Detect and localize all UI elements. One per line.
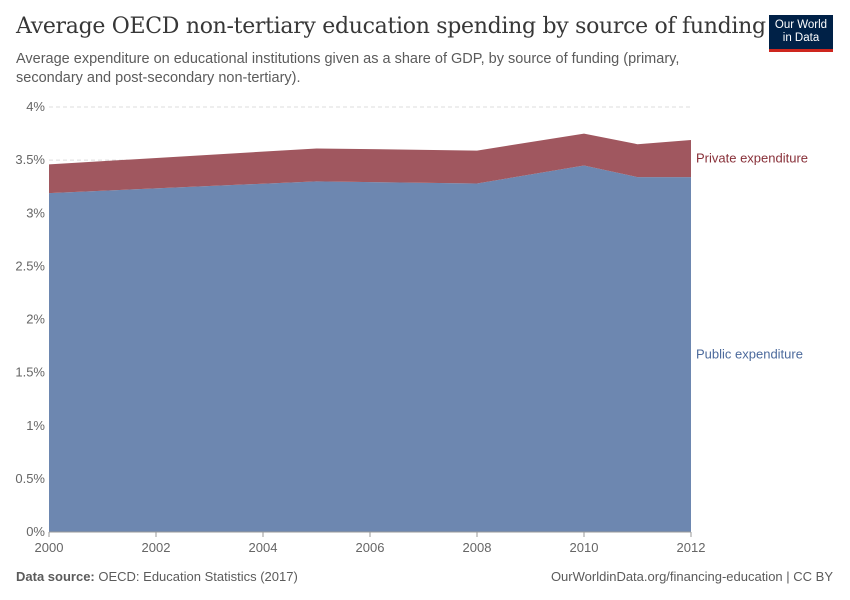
x-tick-label: 2008 bbox=[463, 540, 492, 555]
x-tick-label: 2004 bbox=[249, 540, 278, 555]
y-tick-label: 1% bbox=[26, 418, 45, 433]
y-tick-label: 4% bbox=[26, 99, 45, 114]
x-tick-label: 2000 bbox=[35, 540, 64, 555]
y-tick-label: 2% bbox=[26, 312, 45, 327]
y-tick-label: 0% bbox=[26, 524, 45, 539]
source-label: Data source: bbox=[16, 569, 95, 584]
area-public-expenditure[interactable] bbox=[49, 165, 691, 532]
y-tick-label: 3.5% bbox=[15, 152, 45, 167]
source-text[interactable]: OECD: Education Statistics (2017) bbox=[98, 569, 298, 584]
x-tick-label: 2010 bbox=[570, 540, 599, 555]
x-tick-label: 2002 bbox=[142, 540, 171, 555]
source-url[interactable]: OurWorldinData.org/financing-education |… bbox=[550, 569, 833, 584]
area-private-expenditure[interactable] bbox=[49, 133, 691, 194]
legend-label: Private expenditure bbox=[696, 151, 808, 166]
chart-subtitle: Average expenditure on educational insti… bbox=[16, 51, 680, 86]
x-tick-label: 2006 bbox=[356, 540, 385, 555]
x-tick-label: 2012 bbox=[677, 540, 706, 555]
chart-title: Average OECD non-tertiary education spen… bbox=[16, 14, 766, 39]
y-tick-label: 2.5% bbox=[15, 258, 45, 273]
owid-logo[interactable]: Our World in Data bbox=[769, 15, 833, 52]
data-source: Data source: OECD: Education Statistics … bbox=[16, 569, 298, 584]
y-tick-label: 3% bbox=[26, 205, 45, 220]
y-tick-label: 0.5% bbox=[15, 471, 45, 486]
legend-label: Public expenditure bbox=[696, 347, 803, 362]
y-tick-label: 1.5% bbox=[15, 365, 45, 380]
